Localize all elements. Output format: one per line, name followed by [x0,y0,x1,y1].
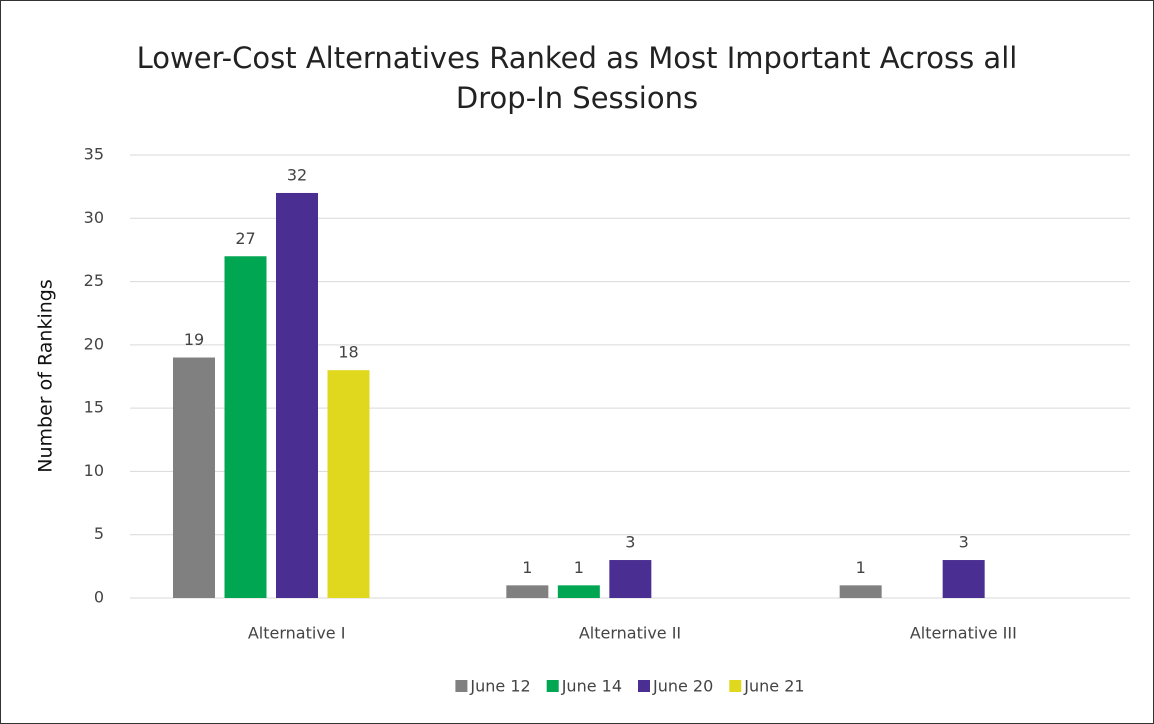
data-label: 1 [856,558,866,577]
bar [224,256,267,598]
y-tick-label: 35 [84,145,104,164]
data-label: 3 [625,533,635,552]
data-label: 1 [574,558,584,577]
bar [506,585,549,598]
legend-label: June 14 [561,677,622,696]
data-label: 18 [338,343,358,362]
y-axis-title: Number of Rankings [35,279,57,472]
data-label: 27 [235,229,255,248]
data-label: 1 [522,558,532,577]
data-label: 32 [287,165,307,184]
bar [327,370,370,598]
x-tick-label: Alternative II [579,624,681,643]
data-label: 3 [959,533,969,552]
y-tick-label: 15 [84,398,104,417]
legend-label: June 12 [469,677,530,696]
legend-label: June 21 [743,677,804,696]
bar [276,192,318,598]
bar [557,585,600,598]
y-tick-label: 0 [94,588,104,607]
data-label: 19 [184,330,204,349]
legend-swatch [546,680,559,692]
chart-title: Lower-Cost Alternatives Ranked as Most I… [136,41,1018,115]
y-tick-label: 20 [84,334,104,353]
bar [609,560,652,598]
x-tick-label: Alternative I [248,624,346,643]
y-tick-label: 25 [84,271,104,290]
legend-swatch [729,680,742,692]
y-tick-label: 5 [94,524,104,543]
legend-swatch [455,680,468,692]
legend-swatch [638,680,650,692]
x-tick-label: Alternative III [910,624,1017,643]
y-tick-label: 10 [84,461,104,480]
legend-label: June 20 [652,677,713,696]
bar [839,585,882,598]
y-tick-label: 30 [84,208,104,227]
bar [173,357,215,598]
bar [942,560,985,598]
